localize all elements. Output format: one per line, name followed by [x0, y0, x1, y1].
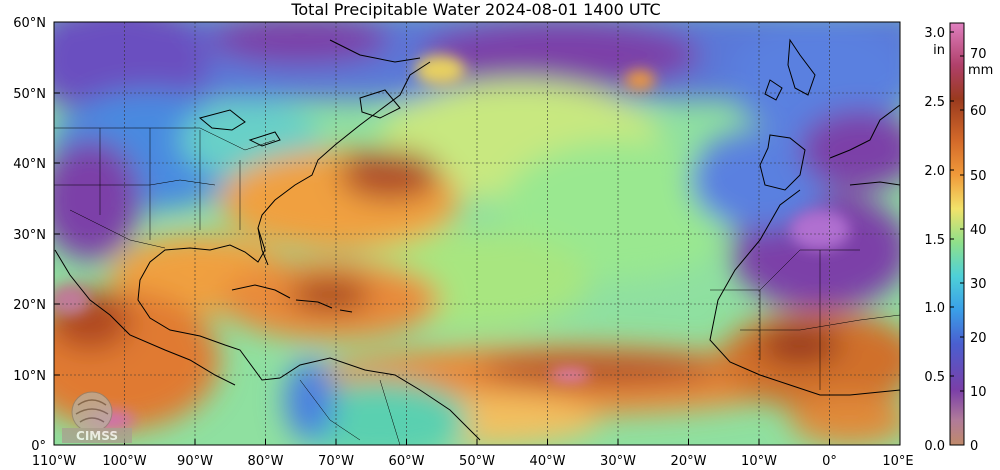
colorbar-in-tick: 0.0 — [924, 439, 945, 454]
lon-label: 100°W — [102, 454, 146, 469]
lat-label: 20°N — [13, 298, 46, 313]
lat-label: 60°N — [13, 16, 46, 31]
latitude-labels: 60°N 50°N 40°N 30°N 20°N 10°N 0° — [13, 16, 46, 454]
tpw-field — [54, 22, 900, 445]
cimss-logo-text: CIMSS — [76, 429, 118, 443]
lat-label: 0° — [31, 439, 46, 454]
lon-label: 80°W — [248, 454, 284, 469]
lon-label: 10°E — [882, 454, 913, 469]
frame-ticks — [54, 21, 830, 446]
colorbar: 0.0 0.5 1.0 1.5 2.0 2.5 3.0 in 0 10 20 3… — [924, 22, 993, 454]
longitude-labels: 110°W 100°W 90°W 80°W 70°W 60°W 50°W 40°… — [32, 454, 914, 469]
lon-label: 40°W — [530, 454, 566, 469]
colorbar-mm-tick: 20 — [970, 331, 987, 346]
colorbar-mm-tick: 10 — [970, 385, 987, 400]
colorbar-in-tick: 2.5 — [924, 95, 945, 110]
colorbar-mm-tick: 30 — [970, 277, 987, 292]
lon-label: 90°W — [177, 454, 213, 469]
colorbar-in-tick: 3.0 — [924, 26, 945, 41]
cimss-logo: CIMSS — [62, 391, 132, 443]
coastlines — [54, 38, 900, 441]
colorbar-mm-tick: 50 — [970, 169, 987, 184]
lat-label: 50°N — [13, 87, 46, 102]
colorbar-strip — [949, 22, 965, 446]
lon-label: 110°W — [32, 454, 76, 469]
borders — [54, 127, 900, 445]
lon-label: 0° — [822, 454, 837, 469]
lat-label: 10°N — [13, 369, 46, 384]
colorbar-in-tick: 0.5 — [924, 370, 945, 385]
colorbar-mm-tick: 0 — [970, 439, 978, 454]
lon-label: 70°W — [318, 454, 354, 469]
lon-label: 30°W — [600, 454, 636, 469]
lat-label: 30°N — [13, 228, 46, 243]
lon-label: 50°W — [459, 454, 495, 469]
map-title: Total Precipitable Water 2024-08-01 1400… — [291, 0, 661, 19]
colorbar-in-tick: 2.0 — [924, 164, 945, 179]
colorbar-mm-tick: 40 — [970, 223, 987, 238]
colorbar-mm-tick: 60 — [970, 104, 987, 119]
colorbar-in-unit: in — [933, 43, 945, 58]
lat-label: 40°N — [13, 157, 46, 172]
lon-label: 20°W — [671, 454, 707, 469]
colorbar-mm-unit: mm — [968, 63, 993, 78]
colorbar-in-tick: 1.0 — [924, 301, 945, 316]
colorbar-in-tick: 1.5 — [924, 233, 945, 248]
colorbar-mm-tick: 70 — [970, 47, 987, 62]
lon-label: 10°W — [741, 454, 777, 469]
lon-label: 60°W — [389, 454, 425, 469]
